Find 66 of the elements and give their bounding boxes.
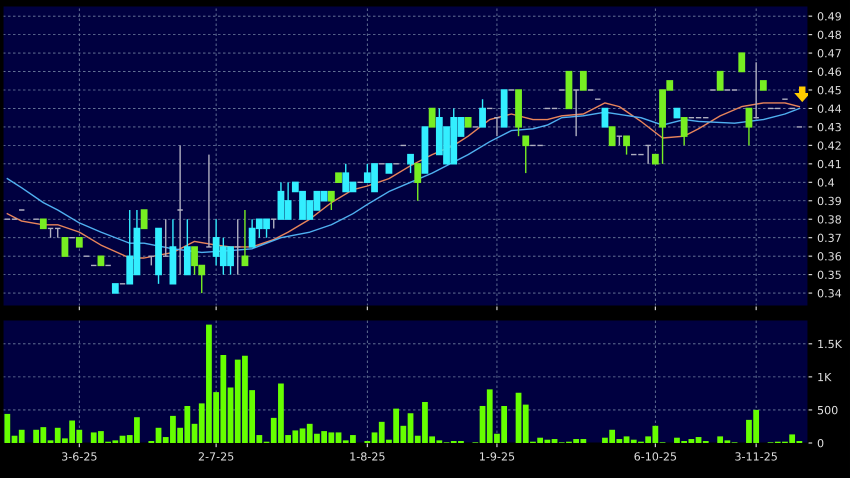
candlestick: [206, 154, 212, 248]
y-tick-label: 0.41: [818, 160, 841, 168]
candlestick: [414, 163, 422, 202]
candlestick: [112, 283, 119, 294]
y-tick-label: 0.48: [818, 30, 842, 39]
y-tick-label: 0.45: [818, 86, 841, 94]
y-tick-label: 0.36: [818, 252, 842, 261]
x-tick-label: 3-11-25: [735, 452, 777, 461]
y-tick-label: 0.37: [818, 234, 841, 242]
y-tick-label: 0.34: [818, 289, 842, 298]
candlestick: [47, 228, 54, 238]
candlestick: [580, 70, 587, 91]
candlestick: [54, 228, 62, 238]
candlestick: [464, 116, 472, 128]
y-tick-label: 0.47: [818, 49, 841, 58]
y-tick-label: 0.44: [818, 104, 842, 113]
y-tick-label: 0.35: [818, 270, 841, 279]
y-tick-label: 0.43: [818, 122, 841, 132]
candlestick: [140, 209, 148, 230]
y-tick-label: 0.42: [818, 141, 841, 150]
y-tick-label: 0: [818, 438, 824, 448]
y-tick-label: 0.4: [818, 178, 834, 187]
candlestick: [407, 154, 414, 174]
y-tick-label: 0.38: [818, 215, 842, 224]
candlestick: [616, 135, 623, 146]
candlestick: [738, 52, 746, 72]
candlestick: [40, 218, 47, 230]
y-tick-label: 500: [818, 406, 838, 414]
candlestick: [76, 236, 83, 248]
x-tick-label: 1-8-25: [350, 452, 385, 461]
candlestick: [522, 135, 530, 174]
candlestick: [234, 218, 242, 276]
candlestick: [428, 108, 436, 128]
y-tick-label: 0.46: [818, 68, 842, 76]
candlestick: [752, 62, 760, 118]
candlestick: [328, 190, 335, 211]
candlestick: [62, 236, 68, 257]
candlestick: [623, 135, 630, 156]
x-tick-label: 1-9-25: [480, 452, 514, 461]
candlestick: [386, 163, 392, 174]
candlestick: [608, 126, 616, 146]
x-tick-label: 6-10-25: [634, 452, 676, 461]
candlestick: [335, 172, 342, 184]
candlestick: [674, 108, 680, 118]
candlestick: [242, 209, 248, 266]
candlestick: [760, 80, 767, 91]
x-tick-label: 3-6-25: [62, 452, 96, 461]
candlestick: [644, 144, 652, 165]
candlestick: [479, 98, 486, 128]
candlestick: [572, 89, 580, 137]
candlestick: [652, 154, 659, 165]
candlestick: [746, 108, 752, 146]
x-tick-label: 2-7-25: [198, 452, 234, 461]
candlestick: [98, 255, 104, 266]
candlestick: [176, 144, 184, 276]
y-tick-label: 1K: [818, 372, 832, 382]
candlestick: [716, 70, 724, 91]
candlestick: [680, 116, 688, 146]
candlestick: [602, 108, 608, 128]
y-tick-label: 1.5K: [818, 340, 842, 348]
y-tick-label: 0.39: [818, 196, 841, 206]
candlestick: [270, 218, 278, 230]
candlestick: [162, 218, 170, 257]
candlestick: [148, 255, 155, 266]
candlestick: [494, 116, 500, 137]
y-tick-label: 0.49: [818, 12, 841, 21]
